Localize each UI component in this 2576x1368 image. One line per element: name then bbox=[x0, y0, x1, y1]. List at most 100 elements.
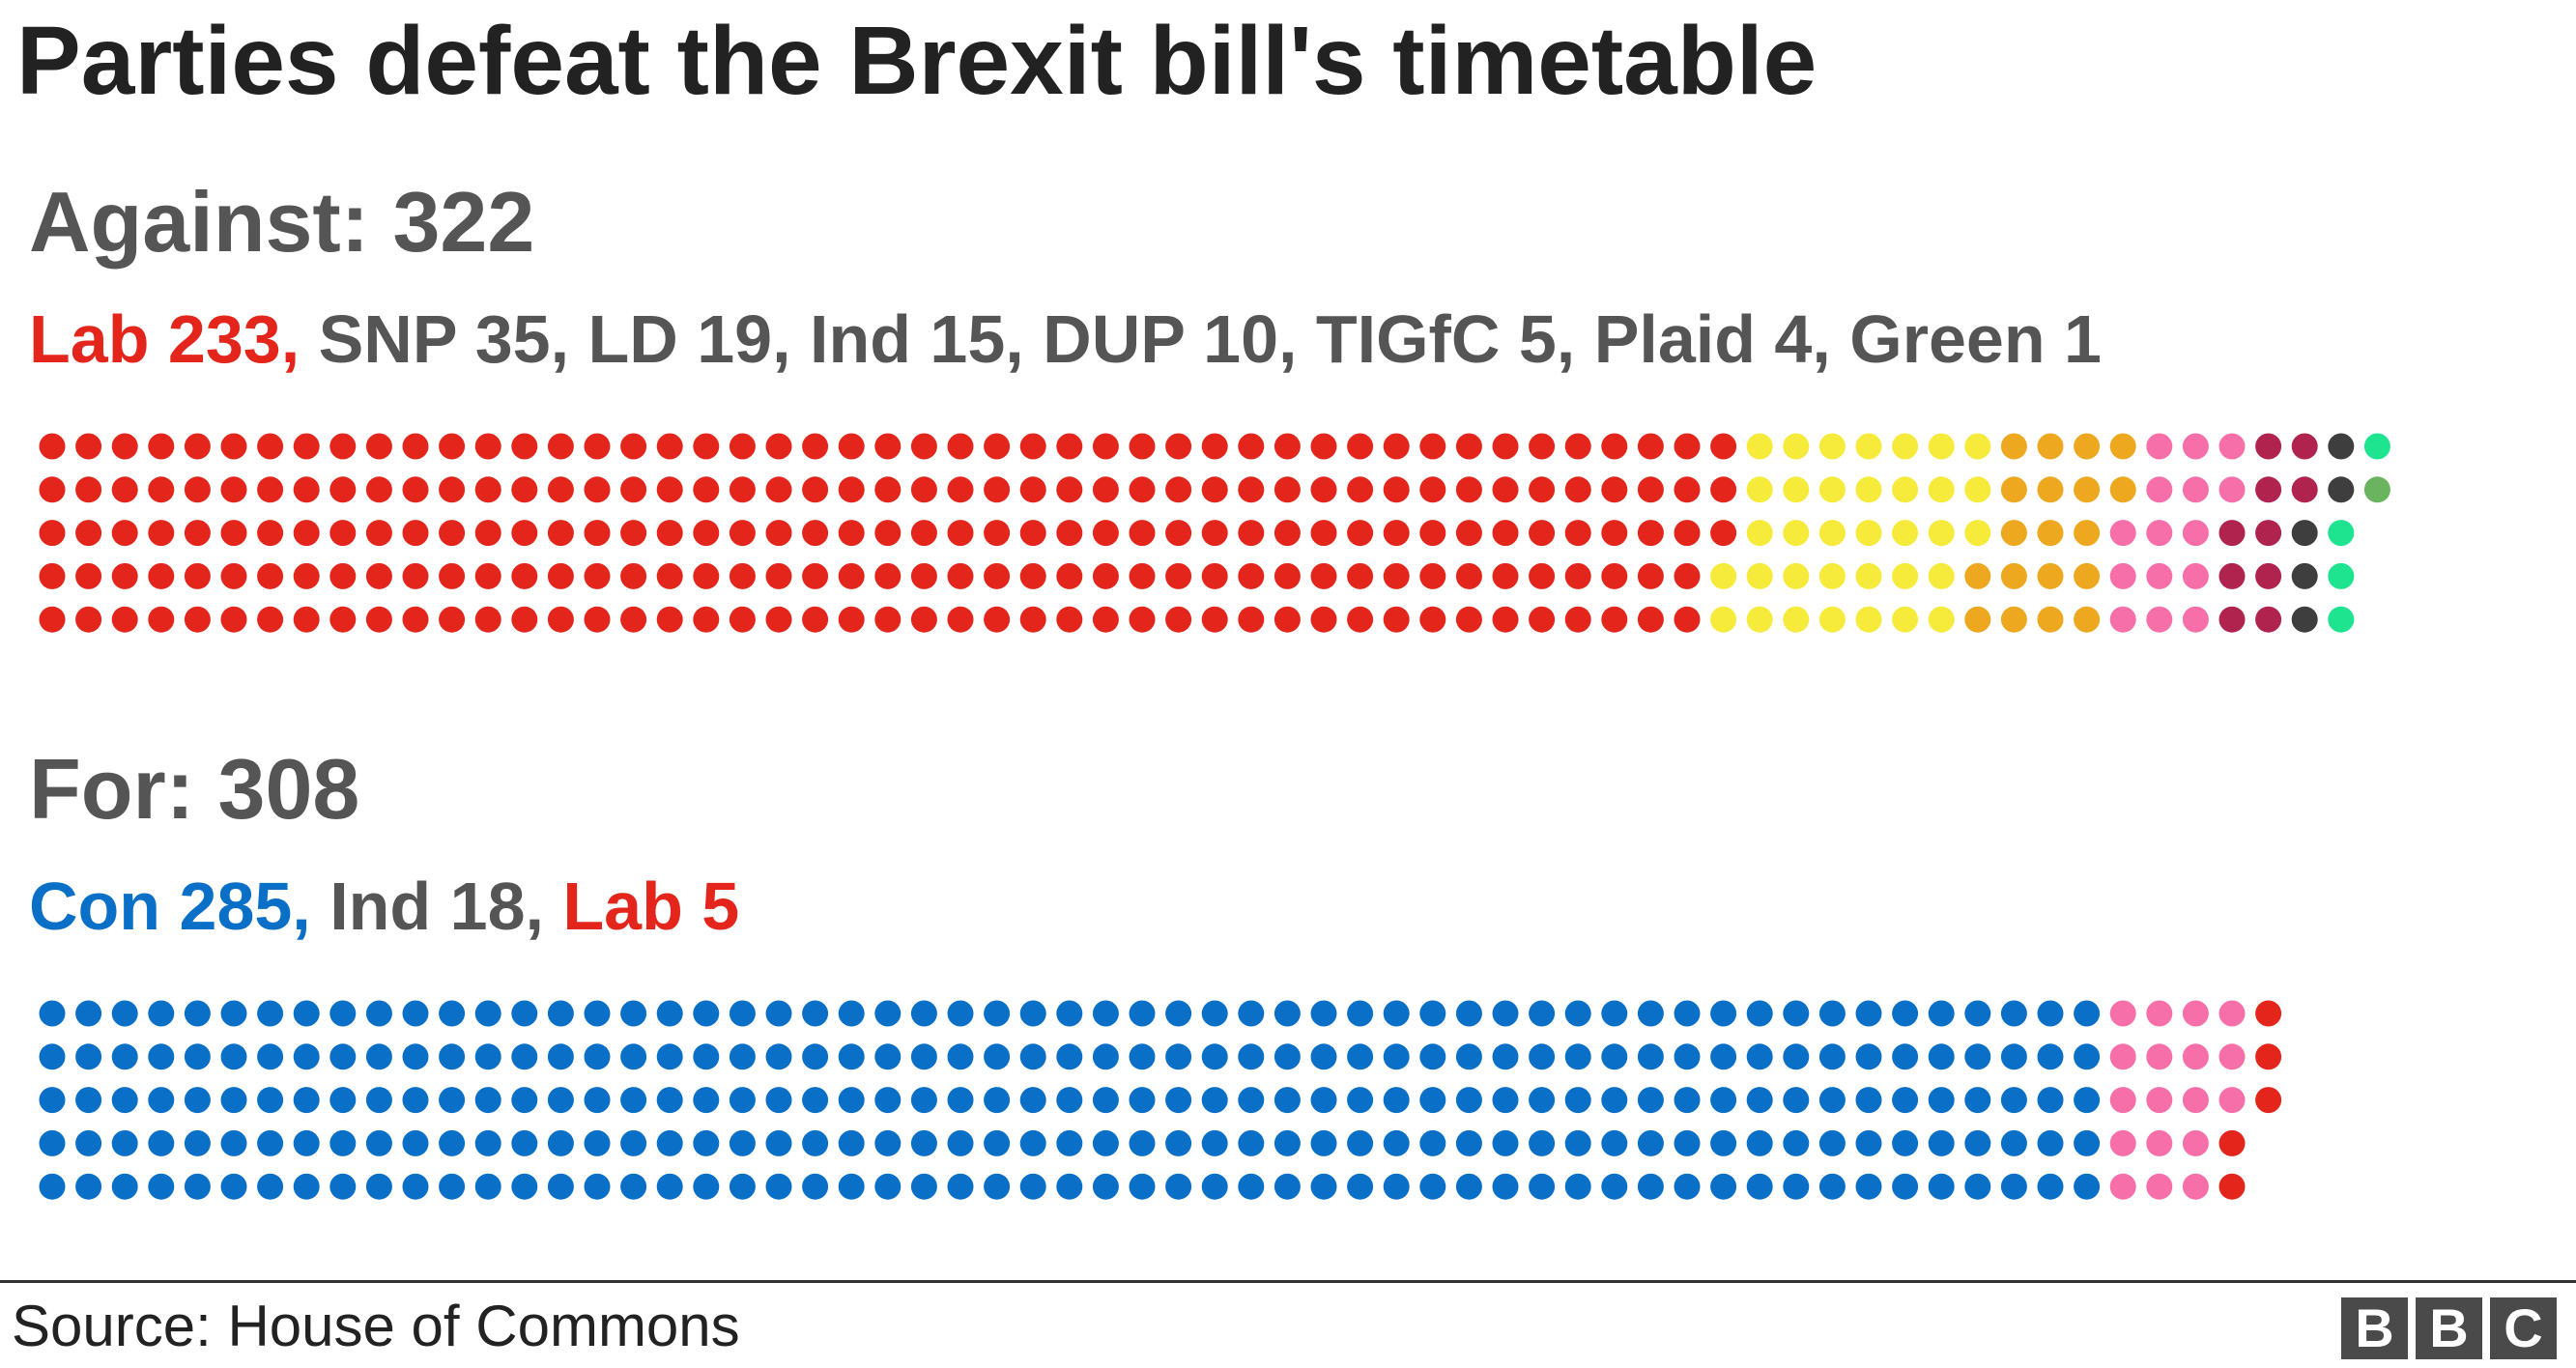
dot-against-lab bbox=[1274, 562, 1301, 589]
dot-for-con bbox=[1092, 1087, 1119, 1114]
dot-against-tigfc bbox=[2328, 476, 2355, 503]
dot-against-lab bbox=[838, 520, 865, 547]
dot-for-con bbox=[148, 1173, 175, 1200]
footer-divider bbox=[0, 1280, 2576, 1283]
dot-for-con bbox=[584, 1173, 611, 1200]
dot-against-lab bbox=[257, 562, 284, 589]
dot-against-lab bbox=[984, 562, 1011, 589]
dot-for-con bbox=[1564, 1043, 1591, 1070]
dot-for-con bbox=[947, 1129, 974, 1156]
dot-for-con bbox=[765, 1000, 792, 1027]
dot-for-con bbox=[620, 1173, 647, 1200]
dot-against-lab bbox=[1310, 562, 1337, 589]
dot-against-lab bbox=[947, 476, 974, 503]
for-party-breakdown: Con 285, Ind 18, Lab 5 bbox=[29, 869, 739, 944]
dot-against-lab bbox=[1419, 520, 1446, 547]
dot-for-con bbox=[329, 1000, 357, 1027]
dot-against-lab bbox=[1455, 520, 1482, 547]
dot-against-lab bbox=[1019, 562, 1046, 589]
dot-for-con bbox=[1419, 1043, 1446, 1070]
dot-for-con bbox=[1746, 1000, 1773, 1027]
dot-for-con bbox=[656, 1043, 683, 1070]
source-note: Source: House of Commons bbox=[12, 1294, 740, 1358]
dot-against-lab bbox=[402, 476, 429, 503]
dot-against-lab bbox=[184, 520, 211, 547]
dot-against-ld bbox=[1964, 606, 1991, 633]
dot-for-con bbox=[1928, 1173, 1955, 1200]
against-separator: : bbox=[340, 174, 393, 270]
dot-for-con bbox=[1092, 1173, 1119, 1200]
dot-against-lab bbox=[111, 433, 138, 460]
dot-against-snp bbox=[1818, 520, 1846, 547]
dot-against-lab bbox=[1637, 606, 1664, 633]
dot-for-con bbox=[1310, 1129, 1337, 1156]
dot-for-con bbox=[2000, 1043, 2027, 1070]
dot-against-lab bbox=[1019, 606, 1046, 633]
dot-for-con bbox=[148, 1129, 175, 1156]
dot-for-con bbox=[1601, 1087, 1628, 1114]
dot-for-con bbox=[293, 1173, 320, 1200]
dot-against-lab bbox=[802, 476, 829, 503]
dot-against-lab bbox=[1019, 520, 1046, 547]
dot-against-ld bbox=[2037, 562, 2064, 589]
dot-for-con bbox=[111, 1087, 138, 1114]
dot-against-lab bbox=[75, 606, 102, 633]
dot-against-lab bbox=[1529, 433, 1556, 460]
dot-against-lab bbox=[1601, 606, 1628, 633]
dot-for-con bbox=[584, 1129, 611, 1156]
dot-against-snp bbox=[1818, 433, 1846, 460]
dot-against-lab bbox=[547, 520, 574, 547]
dot-against-lab bbox=[1092, 520, 1119, 547]
dot-for-con bbox=[257, 1129, 284, 1156]
dot-for-con bbox=[1347, 1087, 1374, 1114]
dot-against-lab bbox=[75, 476, 102, 503]
dot-against-ind bbox=[2182, 562, 2209, 589]
dot-for-con bbox=[656, 1087, 683, 1114]
dot-against-lab bbox=[547, 433, 574, 460]
dot-for-con bbox=[329, 1173, 357, 1200]
dot-against-lab bbox=[1165, 476, 1192, 503]
dot-for-ind bbox=[2218, 1087, 2246, 1114]
dot-against-lab bbox=[111, 562, 138, 589]
dot-against-lab bbox=[1165, 433, 1192, 460]
dot-for-con bbox=[402, 1087, 429, 1114]
dot-against-lab bbox=[293, 476, 320, 503]
dot-against-ind bbox=[2146, 433, 2173, 460]
dot-against-lab bbox=[1092, 476, 1119, 503]
dot-against-snp bbox=[1855, 433, 1882, 460]
dot-against-lab bbox=[765, 433, 792, 460]
dot-against-snp bbox=[1928, 606, 1955, 633]
dot-for-con bbox=[1165, 1043, 1192, 1070]
dot-against-lab bbox=[620, 520, 647, 547]
dot-against-snp bbox=[1746, 433, 1773, 460]
dot-against-lab bbox=[220, 433, 247, 460]
dot-against-lab bbox=[111, 520, 138, 547]
dot-for-con bbox=[75, 1173, 102, 1200]
dot-against-lab bbox=[874, 606, 902, 633]
dot-for-con bbox=[984, 1043, 1011, 1070]
against-label: Against bbox=[29, 174, 341, 270]
dot-against-lab bbox=[910, 520, 937, 547]
dot-for-con bbox=[1274, 1000, 1301, 1027]
dot-for-con bbox=[365, 1173, 392, 1200]
dot-for-con bbox=[729, 1043, 756, 1070]
dot-against-lab bbox=[584, 476, 611, 503]
dot-against-ld bbox=[2000, 520, 2027, 547]
dot-for-con bbox=[1419, 1129, 1446, 1156]
dot-for-con bbox=[1637, 1087, 1664, 1114]
dot-against-lab bbox=[1674, 606, 1701, 633]
dot-for-con bbox=[874, 1129, 902, 1156]
dot-for-con bbox=[1238, 1129, 1265, 1156]
dot-against-dup bbox=[2218, 520, 2246, 547]
dot-for-con bbox=[293, 1129, 320, 1156]
dot-against-lab bbox=[1019, 433, 1046, 460]
dot-for-con bbox=[1310, 1000, 1337, 1027]
dot-for-con bbox=[39, 1129, 66, 1156]
dot-for-con bbox=[329, 1129, 357, 1156]
dot-against-lab bbox=[1564, 562, 1591, 589]
dot-against-lab bbox=[1492, 476, 1519, 503]
dot-for-con bbox=[184, 1087, 211, 1114]
dot-for-con bbox=[1710, 1087, 1737, 1114]
dot-against-lab bbox=[402, 520, 429, 547]
dot-for-con bbox=[947, 1087, 974, 1114]
